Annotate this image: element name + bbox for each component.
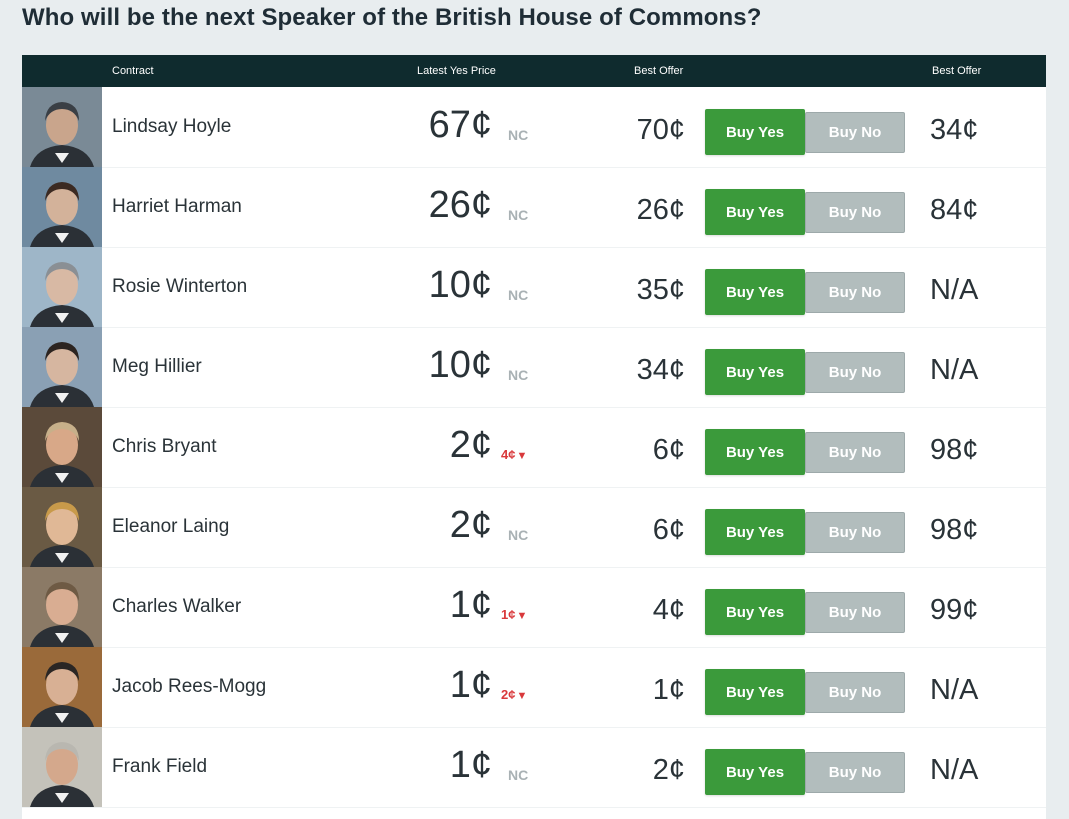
buy-yes-button[interactable]: Buy Yes bbox=[705, 429, 805, 475]
candidate-name[interactable]: Meg Hillier bbox=[112, 356, 202, 377]
best-offer-yes: 4¢ bbox=[652, 594, 685, 626]
best-offer-no: N/A bbox=[930, 754, 979, 786]
best-offer-yes: 1¢ bbox=[652, 674, 685, 706]
price-change: NC bbox=[508, 287, 529, 303]
arrow-down-icon: ▼ bbox=[516, 610, 528, 622]
candidate-photo bbox=[22, 327, 102, 407]
candidate-photo bbox=[22, 87, 102, 167]
candidate-photo bbox=[22, 647, 102, 727]
buy-no-button[interactable]: Buy No bbox=[805, 432, 905, 473]
best-offer-yes: 34¢ bbox=[636, 354, 685, 386]
price-change-value: 1¢ bbox=[501, 607, 516, 622]
price-change: 1¢▼ bbox=[501, 607, 527, 622]
header-contract: Contract bbox=[112, 65, 154, 77]
buy-yes-button[interactable]: Buy Yes bbox=[705, 349, 805, 395]
buy-no-button[interactable]: Buy No bbox=[805, 272, 905, 313]
arrow-down-icon: ▼ bbox=[516, 450, 528, 462]
price-change: 4¢▼ bbox=[501, 447, 527, 462]
latest-yes-price: 2¢ bbox=[449, 424, 492, 466]
candidate-name[interactable]: Chris Bryant bbox=[112, 436, 217, 457]
best-offer-no: 84¢ bbox=[930, 194, 979, 226]
latest-yes-price: 2¢ bbox=[449, 504, 492, 546]
best-offer-no: N/A bbox=[930, 354, 979, 386]
candidate-name[interactable]: Jacob Rees-Mogg bbox=[112, 676, 267, 697]
price-change: NC bbox=[508, 127, 529, 143]
price-change: NC bbox=[508, 767, 529, 783]
best-offer-yes: 70¢ bbox=[636, 114, 685, 146]
latest-yes-price: 1¢ bbox=[449, 664, 492, 706]
latest-yes-price: 10¢ bbox=[428, 264, 492, 306]
price-change-value: 4¢ bbox=[501, 447, 516, 462]
buy-yes-button[interactable]: Buy Yes bbox=[705, 589, 805, 635]
contract-row: Eleanor Laing 2¢ NC 6¢ Buy Yes Buy No 98… bbox=[22, 487, 1046, 568]
buy-no-button[interactable]: Buy No bbox=[805, 672, 905, 713]
contract-row: Jacob Rees-Mogg 1¢ 2¢▼ 1¢ Buy Yes Buy No… bbox=[22, 647, 1046, 728]
buy-yes-button[interactable]: Buy Yes bbox=[705, 109, 805, 155]
candidate-photo bbox=[22, 167, 102, 247]
buy-yes-button[interactable]: Buy Yes bbox=[705, 749, 805, 795]
price-change: NC bbox=[508, 527, 529, 543]
best-offer-yes: 6¢ bbox=[652, 514, 685, 546]
table-header: Contract Latest Yes Price Best Offer Bes… bbox=[22, 55, 1046, 87]
contract-row: Frank Field 1¢ NC 2¢ Buy Yes Buy No N/A bbox=[22, 727, 1046, 808]
latest-yes-price: 1¢ bbox=[449, 584, 492, 626]
buy-yes-button[interactable]: Buy Yes bbox=[705, 269, 805, 315]
candidate-name[interactable]: Harriet Harman bbox=[112, 196, 242, 217]
best-offer-no: 34¢ bbox=[930, 114, 979, 146]
candidate-photo bbox=[22, 247, 102, 327]
latest-yes-price: 26¢ bbox=[428, 184, 492, 226]
market-table: Contract Latest Yes Price Best Offer Bes… bbox=[22, 55, 1046, 819]
best-offer-yes: 2¢ bbox=[652, 754, 685, 786]
candidate-name[interactable]: Charles Walker bbox=[112, 596, 242, 617]
candidate-photo bbox=[22, 407, 102, 487]
buy-yes-button[interactable]: Buy Yes bbox=[705, 189, 805, 235]
best-offer-yes: 26¢ bbox=[636, 194, 685, 226]
candidate-name[interactable]: Eleanor Laing bbox=[112, 516, 230, 537]
buy-no-button[interactable]: Buy No bbox=[805, 592, 905, 633]
best-offer-no: 98¢ bbox=[930, 434, 979, 466]
buy-no-button[interactable]: Buy No bbox=[805, 512, 905, 553]
header-best-offer-yes: Best Offer bbox=[634, 65, 684, 77]
candidate-name[interactable]: Frank Field bbox=[112, 756, 208, 777]
price-change: 2¢▼ bbox=[501, 687, 527, 702]
contract-row: Meg Hillier 10¢ NC 34¢ Buy Yes Buy No N/… bbox=[22, 327, 1046, 408]
price-change: NC bbox=[508, 207, 529, 223]
contract-row: Chris Bryant 2¢ 4¢▼ 6¢ Buy Yes Buy No 98… bbox=[22, 407, 1046, 488]
contract-row: Lindsay Hoyle 67¢ NC 70¢ Buy Yes Buy No … bbox=[22, 87, 1046, 168]
best-offer-no: 99¢ bbox=[930, 594, 979, 626]
best-offer-no: N/A bbox=[930, 274, 979, 306]
contract-row: Rosie Winterton 10¢ NC 35¢ Buy Yes Buy N… bbox=[22, 247, 1046, 328]
buy-no-button[interactable]: Buy No bbox=[805, 112, 905, 153]
contract-row: Harriet Harman 26¢ NC 26¢ Buy Yes Buy No… bbox=[22, 167, 1046, 248]
candidate-photo bbox=[22, 487, 102, 567]
candidate-photo bbox=[22, 567, 102, 647]
best-offer-yes: 6¢ bbox=[652, 434, 685, 466]
buy-yes-button[interactable]: Buy Yes bbox=[705, 509, 805, 555]
best-offer-no: N/A bbox=[930, 674, 979, 706]
candidate-name[interactable]: Lindsay Hoyle bbox=[112, 116, 232, 137]
price-change-value: 2¢ bbox=[501, 687, 516, 702]
latest-yes-price: 10¢ bbox=[428, 344, 492, 386]
arrow-down-icon: ▼ bbox=[516, 690, 528, 702]
contract-row: Charles Walker 1¢ 1¢▼ 4¢ Buy Yes Buy No … bbox=[22, 567, 1046, 648]
candidate-name[interactable]: Rosie Winterton bbox=[112, 276, 248, 297]
best-offer-no: 98¢ bbox=[930, 514, 979, 546]
header-latest-yes-price: Latest Yes Price bbox=[417, 65, 496, 77]
buy-no-button[interactable]: Buy No bbox=[805, 192, 905, 233]
page-title: Who will be the next Speaker of the Brit… bbox=[22, 4, 762, 31]
latest-yes-price: 67¢ bbox=[428, 104, 492, 146]
latest-yes-price: 1¢ bbox=[449, 744, 492, 786]
buy-yes-button[interactable]: Buy Yes bbox=[705, 669, 805, 715]
best-offer-yes: 35¢ bbox=[636, 274, 685, 306]
candidate-photo bbox=[22, 727, 102, 807]
buy-no-button[interactable]: Buy No bbox=[805, 352, 905, 393]
buy-no-button[interactable]: Buy No bbox=[805, 752, 905, 793]
header-best-offer-no: Best Offer bbox=[932, 65, 982, 77]
price-change: NC bbox=[508, 367, 529, 383]
